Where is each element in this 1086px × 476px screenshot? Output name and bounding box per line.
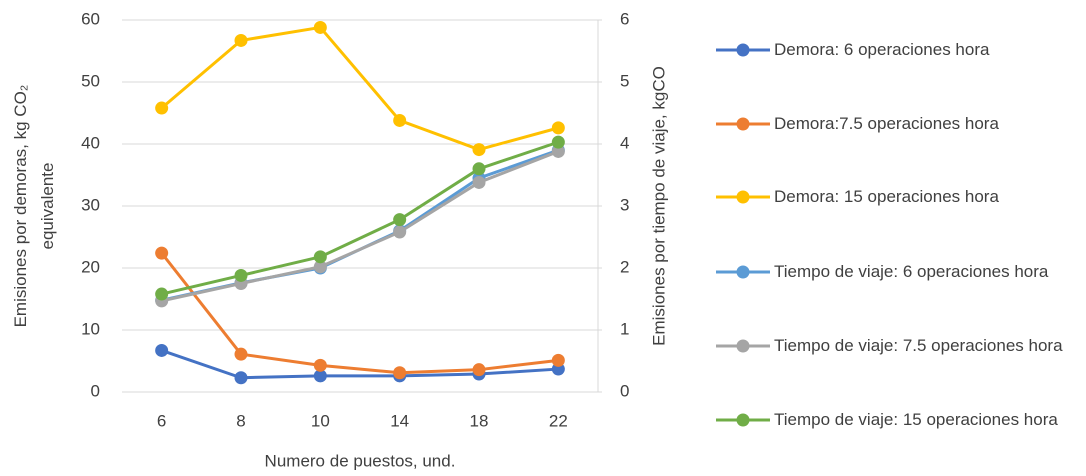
- y2-axis-label: Emisiones por tiempo de viaje, kgCO: [649, 66, 668, 346]
- data-point: [155, 246, 169, 260]
- x-axis-label: Numero de puestos, und.: [265, 451, 456, 470]
- data-point: [551, 135, 565, 149]
- y-tick-label: 60: [81, 9, 100, 28]
- data-point: [472, 175, 486, 189]
- data-point: [155, 287, 169, 301]
- legend-label: Demora: 15 operaciones hora: [774, 187, 999, 206]
- data-point: [472, 363, 486, 377]
- series-line: [161, 349, 559, 380]
- data-point: [234, 268, 248, 282]
- y-tick-label: 10: [81, 319, 100, 338]
- data-point: [393, 113, 407, 127]
- x-tick-label: 14: [390, 411, 409, 430]
- legend-label: Demora: 6 operaciones hora: [774, 40, 990, 59]
- y-axis-label: Emisiones por demoras, kg CO₂ equivalente: [11, 85, 57, 328]
- series-line: [160, 25, 559, 152]
- series-line: [161, 148, 559, 302]
- legend-marker: [736, 43, 750, 57]
- series-line: [161, 140, 559, 296]
- data-point: [155, 343, 169, 357]
- x-tick-label: 18: [470, 411, 489, 430]
- x-tick-label: 10: [311, 411, 330, 430]
- data-point: [551, 144, 565, 158]
- legend-item: Demora: 15 operaciones hora: [712, 183, 1064, 210]
- y2-tick-label: 1: [620, 319, 629, 338]
- legend-marker: [736, 265, 750, 279]
- data-point: [551, 121, 565, 135]
- data-point: [393, 225, 407, 239]
- y2-tick-label: 4: [620, 133, 629, 152]
- legend-item: Tiempo de viaje: 15 operaciones hora: [712, 406, 1064, 433]
- y2-tick-label: 6: [620, 9, 629, 28]
- y2-tick-label: 2: [620, 257, 629, 276]
- data-point: [313, 369, 327, 383]
- x-tick-label: 8: [236, 411, 245, 430]
- legend-label: Demora:7.5 operaciones hora: [774, 114, 999, 133]
- legend-item: Tiempo de viaje: 7.5 operaciones hora: [712, 332, 1064, 359]
- y-tick-label: 30: [81, 195, 100, 214]
- legend-marker: [736, 117, 750, 131]
- x-tick-label: 6: [157, 411, 166, 430]
- data-point: [234, 371, 248, 385]
- y-axis-label-line: Emisiones por demoras, kg CO₂: [11, 85, 30, 328]
- data-point: [472, 162, 486, 176]
- data-point: [393, 366, 407, 380]
- y2-tick-label: 3: [620, 195, 629, 214]
- data-point: [234, 347, 248, 361]
- y-tick-label: 20: [81, 257, 100, 276]
- y-tick-label: 40: [81, 133, 100, 152]
- y2-tick-label: 0: [620, 381, 629, 400]
- legend-icon: [716, 265, 770, 279]
- data-point: [393, 213, 407, 227]
- y-tick-label: 50: [81, 71, 100, 90]
- data-point: [234, 33, 248, 47]
- legend-marker: [736, 413, 750, 427]
- data-point: [472, 143, 486, 157]
- legend-item: Tiempo de viaje: 6 operaciones hora: [712, 258, 1064, 285]
- data-point: [551, 353, 565, 367]
- y-axis-label-line: equivalente: [38, 163, 57, 250]
- data-point: [313, 250, 327, 264]
- data-point: [313, 358, 327, 372]
- legend-icon: [716, 339, 770, 353]
- legend-marker: [736, 190, 750, 204]
- legend-icon: [716, 190, 770, 204]
- chart: 0 10 20 30 40 50 60 0 1 2 3 4 5 6 6 8 10 14 18 22 Numero de …: [11, 9, 668, 470]
- legend-icon: [716, 117, 770, 131]
- data-point: [313, 20, 327, 34]
- legend-icon: [716, 43, 770, 57]
- x-tick-label: 22: [549, 411, 568, 430]
- y2-tick-label: 5: [620, 71, 629, 90]
- legend-label: Tiempo de viaje: 7.5 operaciones hora: [774, 336, 1063, 355]
- series-line: [161, 150, 559, 303]
- legend-item: Demora: 6 operaciones hora: [712, 36, 1064, 63]
- data-point: [313, 260, 327, 274]
- legend-icon: [716, 413, 770, 427]
- series-line: [160, 252, 559, 375]
- legend-marker: [736, 339, 750, 353]
- data-point: [155, 101, 169, 115]
- legend-item: Demora:7.5 operaciones hora: [712, 110, 1064, 137]
- legend-label: Tiempo de viaje: 6 operaciones hora: [774, 262, 1049, 281]
- legend-label: Tiempo de viaje: 15 operaciones hora: [774, 410, 1058, 429]
- y-tick-label: 0: [91, 381, 100, 400]
